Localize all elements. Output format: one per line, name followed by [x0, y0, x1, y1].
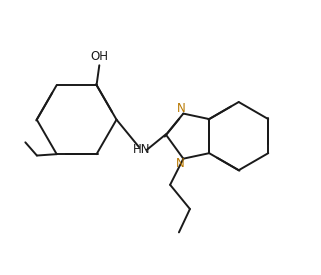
Text: N: N — [176, 157, 184, 170]
Text: N: N — [177, 102, 186, 115]
Text: HN: HN — [133, 143, 151, 156]
Text: OH: OH — [91, 50, 109, 63]
